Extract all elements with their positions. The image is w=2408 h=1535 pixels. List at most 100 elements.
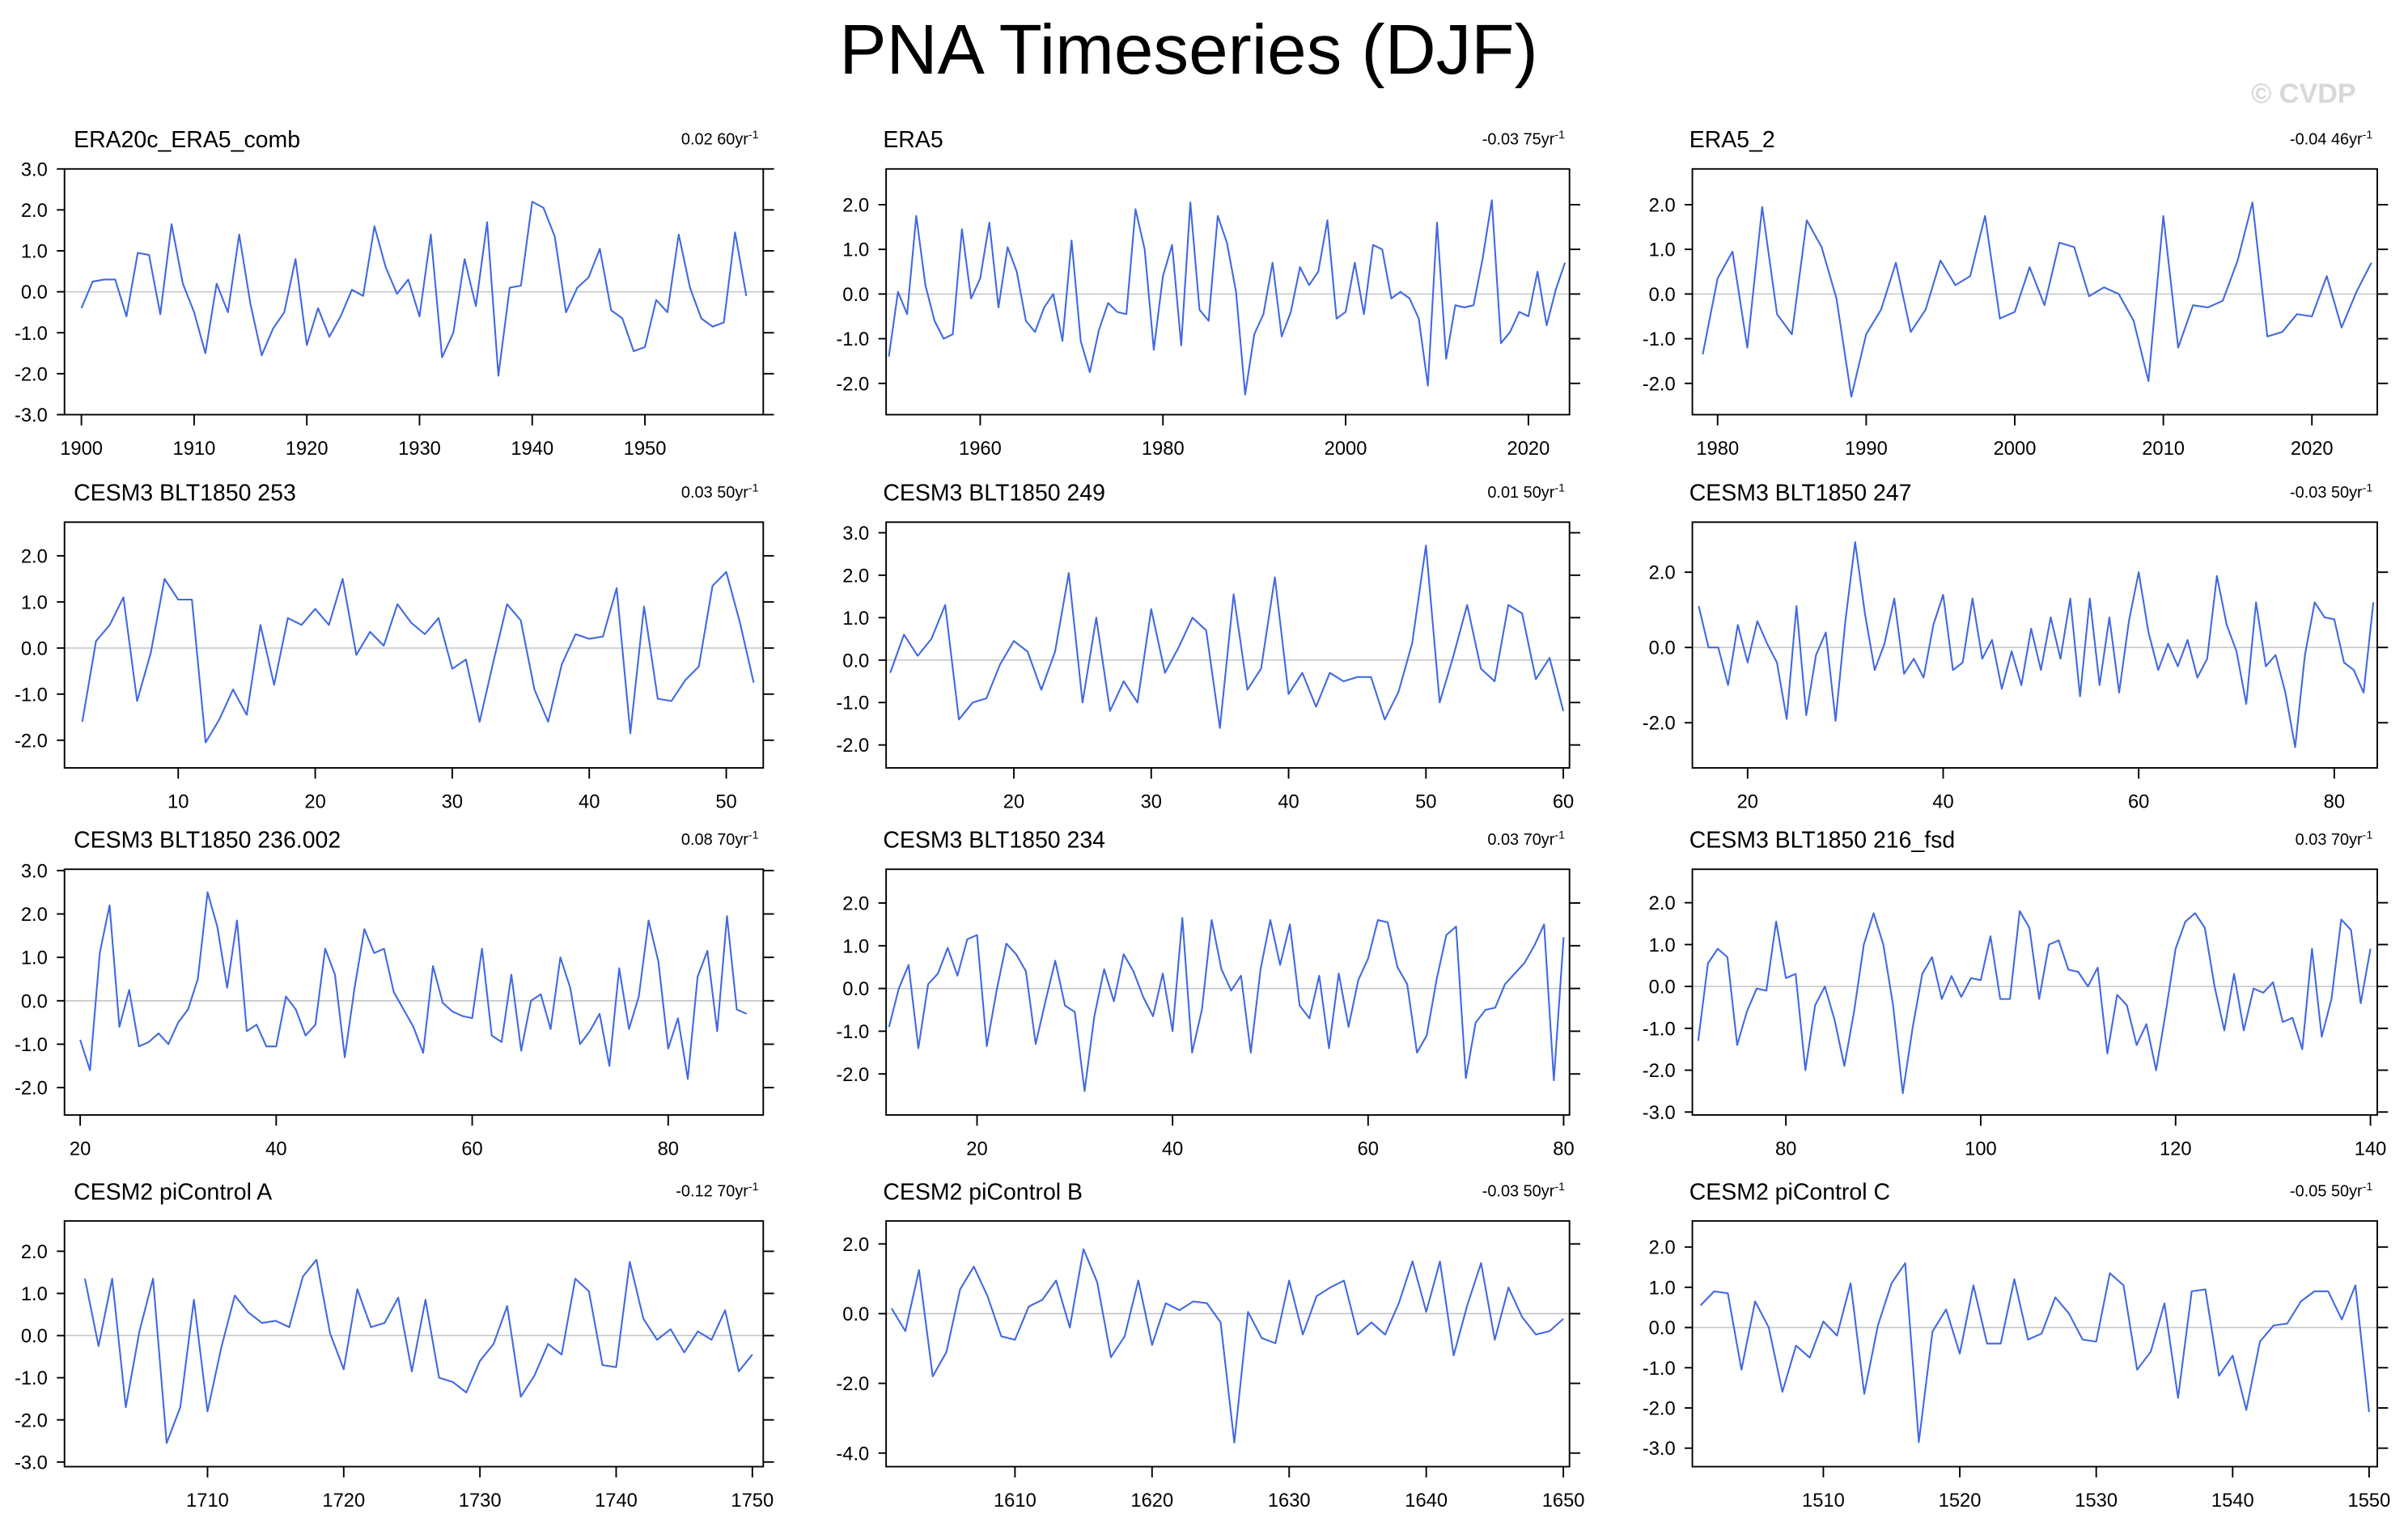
x-tick-label: 1530: [2075, 1490, 2118, 1512]
x-tick-label: 140: [2355, 1139, 2387, 1160]
series-line: [80, 201, 748, 377]
x-tick-label: 1920: [286, 439, 329, 460]
panel-title: CESM3 BLT1850 236.002: [74, 828, 341, 854]
panel-title: CESM3 BLT1850 253: [74, 481, 296, 507]
x-tick-label: 1900: [60, 439, 103, 460]
x-tick-label: 1950: [624, 439, 667, 460]
panel: -2.0 0.0 2.0 20 40 60 80 CESM3 BLT1850 247 -0.03…: [1643, 481, 2389, 812]
y-tick-label: -3.0: [1643, 1439, 1676, 1460]
panel-title: CESM3 BLT1850 234: [883, 828, 1105, 854]
y-tick-label: -2.0: [1643, 714, 1676, 735]
x-tick-label: 20: [1737, 791, 1758, 812]
trend-label: 0.03 70yr-1: [2296, 829, 2373, 849]
y-tick-label: -4.0: [836, 1444, 869, 1465]
series-line: [1697, 910, 2372, 1095]
series-line: [1699, 1262, 2370, 1444]
panel: -2.0 -1.0 0.0 1.0 2.0 1980 1990 2000 2010 2020 ERA…: [1643, 127, 2389, 460]
y-tick-label: 3.0: [21, 861, 48, 882]
panel-title: ERA20c_ERA5_comb: [74, 127, 300, 153]
x-tick-label: 1720: [322, 1490, 365, 1512]
x-tick-label: 40: [265, 1139, 286, 1160]
plot-frame: [1691, 1219, 2378, 1468]
y-tick-label: -1.0: [15, 1368, 48, 1389]
x-tick-label: 20: [304, 791, 325, 812]
y-tick-label: 0.0: [842, 979, 869, 1000]
x-tick-label: 2010: [2142, 439, 2185, 460]
y-tick-label: -2.0: [1643, 374, 1676, 395]
trend-value: -0.04 46yr: [2290, 130, 2363, 148]
y-tick-label: 0.0: [1649, 1318, 1676, 1339]
trend-value: 0.08 70yr: [681, 831, 748, 849]
panel-title: CESM2 piControl B: [883, 1179, 1083, 1205]
y-tick-label: 1.0: [21, 592, 48, 613]
y-tick-label: 2.0: [1649, 893, 1676, 914]
x-tick-label: 40: [1932, 791, 1953, 812]
trend-value: 0.01 50yr: [1487, 484, 1554, 502]
series-line: [83, 1258, 753, 1444]
x-tick-label: 80: [658, 1139, 679, 1160]
y-tick-label: 1.0: [842, 608, 869, 630]
panel-title: CESM3 BLT1850 247: [1689, 481, 1912, 507]
x-tick-label: 80: [1553, 1139, 1574, 1160]
y-tick-label: 1.0: [21, 1284, 48, 1305]
trend-label: -0.12 70yr-1: [676, 1181, 758, 1201]
x-tick-label: 30: [1141, 791, 1162, 812]
y-tick-label: 2.0: [1649, 195, 1676, 216]
panel: -2.0 -1.0 0.0 1.0 2.0 3.0 20 40 60 80 CESM3 BLT185…: [15, 828, 774, 1160]
plot-frame: [885, 1219, 1571, 1468]
y-tick-label: -3.0: [1643, 1103, 1676, 1124]
panel-title: ERA5_2: [1689, 127, 1775, 153]
x-tick-label: 1980: [1696, 439, 1739, 460]
x-tick-label: 1910: [173, 439, 216, 460]
trend-exponent: -1: [748, 129, 759, 142]
x-tick-label: 50: [1415, 791, 1436, 812]
plot-frame: [63, 521, 765, 769]
x-tick-label: 1650: [1542, 1490, 1585, 1512]
trend-exponent: -1: [1554, 1181, 1565, 1194]
series-line: [888, 199, 1566, 396]
trend-exponent: -1: [2363, 481, 2373, 494]
panel: -3.0 -2.0 -1.0 0.0 1.0 2.0 1710 1720 1730 1740 175…: [15, 1179, 774, 1512]
y-tick-label: 0.0: [1649, 285, 1676, 306]
y-tick-label: 2.0: [1649, 563, 1676, 584]
x-tick-label: 40: [579, 791, 600, 812]
y-tick-label: -1.0: [1643, 329, 1676, 350]
y-tick-label: 0.0: [1649, 638, 1676, 659]
y-tick-label: -3.0: [15, 405, 48, 426]
y-tick-label: 1.0: [1649, 1278, 1676, 1299]
x-tick-label: 60: [461, 1139, 482, 1160]
y-tick-label: 0.0: [21, 1326, 48, 1347]
x-tick-label: 20: [966, 1139, 987, 1160]
plot-frame: [63, 1219, 765, 1468]
y-tick-label: -2.0: [836, 1065, 869, 1086]
panel: -3.0 -2.0 -1.0 0.0 1.0 2.0 80 100 120 140 CESM3 BL…: [1643, 828, 2389, 1160]
trend-label: 0.01 50yr-1: [1487, 481, 1565, 502]
x-tick-label: 1540: [2211, 1490, 2254, 1512]
trend-exponent: -1: [2363, 1181, 2373, 1194]
y-tick-label: 2.0: [21, 546, 48, 567]
x-tick-label: 1740: [595, 1490, 638, 1512]
series-line: [1702, 201, 2372, 398]
x-tick-label: 1960: [959, 439, 1002, 460]
panel: -3.0 -2.0 -1.0 0.0 1.0 2.0 1510 1520 1530 1540 155…: [1643, 1179, 2391, 1512]
y-tick-label: -2.0: [836, 1374, 869, 1395]
panel-title: CESM2 piControl A: [74, 1179, 272, 1205]
panel: -2.0 -1.0 0.0 1.0 2.0 10 20 30 40 50 CESM3 BLT1850…: [15, 481, 774, 812]
y-tick-label: -2.0: [15, 731, 48, 752]
x-tick-label: 60: [1358, 1139, 1379, 1160]
trend-exponent: -1: [748, 829, 759, 842]
x-tick-label: 1610: [994, 1490, 1037, 1512]
trend-label: 0.02 60yr-1: [681, 129, 759, 149]
x-tick-label: 2020: [2291, 439, 2334, 460]
x-tick-label: 100: [1965, 1139, 1997, 1160]
panel-title: ERA5: [883, 127, 943, 153]
trend-value: 0.03 70yr: [2296, 831, 2363, 849]
y-tick-label: 0.0: [842, 285, 869, 306]
x-tick-label: 1710: [186, 1490, 229, 1512]
y-tick-label: 1.0: [1649, 240, 1676, 261]
y-tick-label: -1.0: [836, 693, 869, 714]
y-tick-label: 2.0: [21, 1242, 48, 1263]
x-tick-label: 1980: [1142, 439, 1185, 460]
